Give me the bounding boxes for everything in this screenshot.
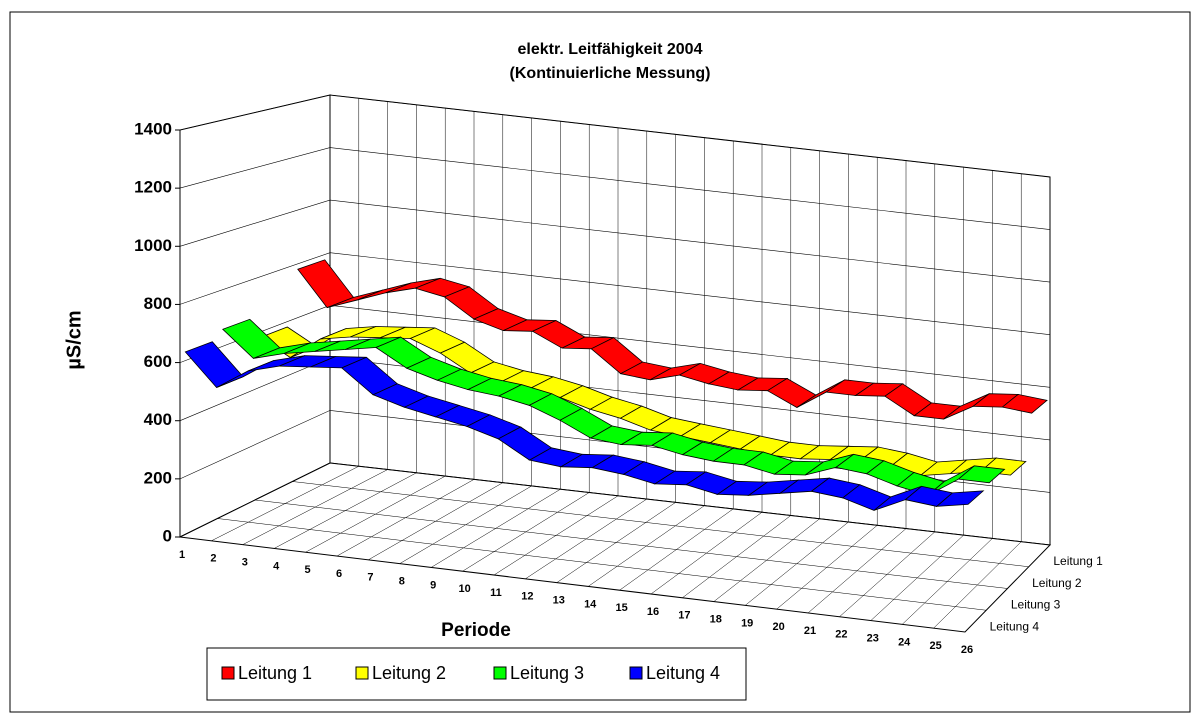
x-tick-label: 18 [710,614,722,626]
x-tick-label: 5 [305,564,311,576]
chart-subtitle: (Kontinuierliche Messung) [510,65,711,82]
x-tick-label: 26 [961,644,973,656]
x-tick-label: 12 [521,591,533,603]
x-tick-label: 7 [367,572,373,584]
ribbon-segment [957,465,1006,484]
grid-line [179,199,1051,283]
x-tick-label: 4 [273,560,280,572]
y-axis-label: µS/cm [63,310,85,369]
y-tick-label: 200 [144,468,172,487]
x-tick-label: 17 [678,610,690,622]
depth-tick-label: Leitung 2 [1032,576,1082,590]
ribbon-segment [1001,393,1048,414]
x-tick-label: 15 [615,602,627,614]
x-tick-label: 2 [210,553,216,565]
ribbon-segment [935,490,985,507]
x-tick-label: 10 [458,583,470,595]
depth-tick-label: Leitung 1 [1053,554,1103,568]
side-wall [179,94,331,538]
floor-depth-line [217,518,987,611]
depth-tick-label: Leitung 3 [1011,598,1061,612]
floor-depth-line [292,481,1029,567]
floor-depth-line [254,499,1008,589]
legend-swatch [355,666,369,680]
grid-line [179,252,1051,335]
x-tick-label: 24 [898,636,911,648]
x-tick-label: 6 [336,568,342,580]
x-tick-label: 11 [490,587,502,599]
x-tick-label: 21 [804,625,816,637]
x-tick-label: 3 [242,557,248,569]
x-tick-label: 20 [772,621,784,633]
x-axis-label: Periode [441,620,511,641]
x-tick-label: 19 [741,617,753,629]
x-tick-label: 8 [399,576,405,588]
x-tick-label: 22 [835,629,847,641]
legend-swatch [493,666,507,680]
y-tick-label: 1400 [134,119,172,138]
legend-box [206,647,747,701]
depth-tick-label: Leitung 4 [990,619,1040,633]
x-tick-label: 25 [929,640,941,652]
legend-label: Leitung 3 [510,663,584,683]
legend-swatch [629,666,643,680]
chart-title: elektr. Leitfähigkeit 2004 [518,41,703,58]
x-tick-label: 14 [584,598,597,610]
legend-label: Leitung 2 [372,663,446,683]
y-tick-label: 0 [163,526,172,545]
y-tick-label: 400 [144,410,172,429]
legend-swatch [221,666,235,680]
legend-label: Leitung 1 [238,663,312,683]
legend-label: Leitung 4 [646,663,720,683]
x-tick-label: 13 [553,595,565,607]
y-tick-label: 800 [144,294,172,313]
x-tick-label: 9 [430,579,436,591]
grid-line [179,94,1051,178]
x-tick-label: 23 [867,633,879,645]
grid-line [179,147,1051,230]
y-tick-label: 1000 [134,236,172,255]
x-tick-label: 16 [647,606,659,618]
y-tick-label: 1200 [134,178,172,197]
y-tick-label: 600 [144,352,172,371]
x-tick-label: 1 [179,549,185,561]
grid-line [179,462,1051,546]
